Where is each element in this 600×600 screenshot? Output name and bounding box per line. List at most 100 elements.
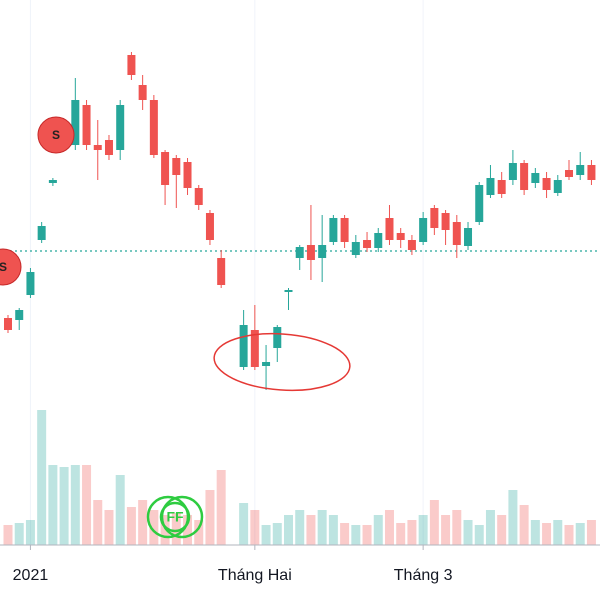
volume-bar <box>239 503 249 545</box>
signal-marker: S <box>0 248 22 286</box>
volume-bar <box>328 515 338 545</box>
volume-bar <box>25 520 35 545</box>
candle-body <box>419 218 428 242</box>
volume-bar <box>183 515 193 545</box>
volume-bar <box>362 525 372 545</box>
candle-body <box>553 180 562 193</box>
candle-body <box>407 240 416 250</box>
x-tick-label: Tháng Hai <box>218 567 292 584</box>
marker-circle <box>0 248 22 286</box>
candle-body <box>475 185 484 222</box>
volume-bar <box>340 523 350 545</box>
candle-body <box>306 245 315 260</box>
marker-ring <box>159 501 191 533</box>
volume-bar <box>37 410 47 545</box>
volume-bar <box>474 525 484 545</box>
volume-bar <box>497 515 507 545</box>
volume-bar <box>519 505 529 545</box>
candle-body <box>93 145 102 150</box>
candle-body <box>239 325 248 367</box>
volume-bar <box>463 520 473 545</box>
candle-body <box>284 290 293 292</box>
volume-bar <box>160 515 170 545</box>
volume-bar <box>373 515 383 545</box>
volume-bar <box>295 510 305 545</box>
volume-bar <box>250 510 260 545</box>
volume-bar <box>306 515 316 545</box>
candle-body <box>329 218 338 242</box>
candle-body <box>273 327 282 348</box>
candle-body <box>161 152 170 185</box>
volume-bar <box>171 513 181 545</box>
candle-body <box>464 228 473 246</box>
volume-bar <box>441 515 451 545</box>
volume-bar <box>115 475 125 545</box>
candle-body <box>508 163 517 180</box>
volume-bar <box>205 490 215 545</box>
volume-bar <box>70 465 80 545</box>
volume-pane <box>3 410 596 545</box>
volume-bar <box>586 520 596 545</box>
volume-bar <box>138 500 148 545</box>
volume-bar <box>384 510 394 545</box>
volume-bar <box>317 510 327 545</box>
volume-bar <box>564 525 574 545</box>
volume-bar <box>48 465 58 545</box>
volume-bar <box>82 465 92 545</box>
candle-body <box>172 158 181 175</box>
candle-body <box>340 218 349 242</box>
ff-marker: FF <box>146 495 204 539</box>
volume-bar <box>3 525 13 545</box>
volume-bar <box>284 515 293 545</box>
volume-bar <box>59 467 69 545</box>
x-axis-labels: 2021 Tháng Hai Tháng 3 <box>13 545 453 584</box>
volume-bar <box>396 523 406 545</box>
hand-drawn-circle <box>213 332 351 392</box>
candle-body <box>250 330 259 367</box>
candle-body <box>351 242 360 255</box>
candle-body <box>104 140 113 155</box>
candle-body <box>217 258 226 285</box>
candle-body <box>531 173 540 183</box>
candle-body <box>127 55 136 75</box>
candle-body <box>26 272 35 295</box>
candle-body <box>116 105 125 150</box>
volume-bar <box>261 525 271 545</box>
volume-bar <box>575 523 585 545</box>
volume-bar <box>93 500 103 545</box>
candle-body <box>486 178 495 195</box>
volume-bar <box>126 507 136 545</box>
volume-bar <box>14 523 24 545</box>
candle-body <box>441 213 450 230</box>
candles <box>4 52 596 390</box>
volume-bar <box>429 500 439 545</box>
candle-body <box>48 180 57 183</box>
candle-body <box>318 245 327 258</box>
volume-bar <box>553 520 563 545</box>
volume-bar <box>418 515 428 545</box>
candle-body <box>385 218 394 240</box>
volume-bar <box>194 520 204 545</box>
candle-body <box>82 105 91 145</box>
volume-bar <box>485 510 495 545</box>
volume-bar <box>149 510 159 545</box>
volume-bar <box>272 523 282 545</box>
volume-bar <box>542 523 552 545</box>
volume-bar <box>508 490 518 545</box>
candle-body <box>565 170 573 177</box>
candle-body <box>71 100 80 145</box>
candle-body <box>374 233 383 248</box>
candle-body <box>430 208 439 228</box>
candle-body <box>37 226 46 240</box>
candle-body <box>15 310 24 320</box>
marker-text: FF <box>166 509 184 525</box>
candle-body <box>194 188 203 205</box>
marker-circle <box>37 116 75 154</box>
candle-body <box>262 362 271 366</box>
signal-marker: S <box>37 116 75 154</box>
candle-body <box>149 100 158 155</box>
volume-bar <box>104 510 114 545</box>
candle-body <box>183 162 192 188</box>
